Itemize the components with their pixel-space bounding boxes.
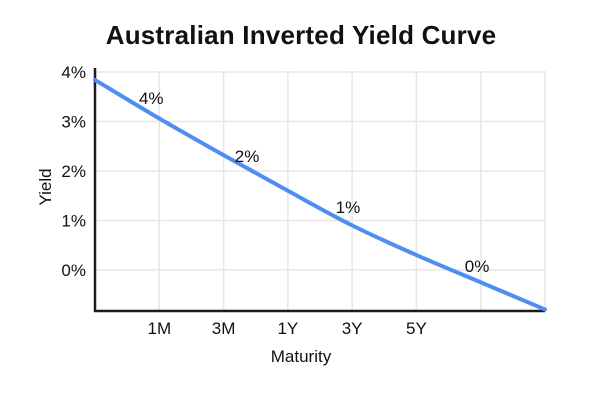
y-tick-label: 0% (61, 261, 86, 280)
yield-curve-line (93, 77, 547, 312)
y-tick-label: 1% (61, 211, 86, 230)
x-axis-title: Maturity (270, 347, 332, 366)
x-tick-label: 3M (212, 319, 236, 338)
curve-value-label: 0% (465, 257, 490, 276)
y-tick-label: 3% (61, 112, 86, 131)
x-tick-label: 1Y (277, 319, 298, 338)
y-tick-label: 4% (61, 63, 86, 82)
x-tick-label: 1M (147, 319, 171, 338)
x-tick-label: 5Y (406, 319, 427, 338)
chart-title: Australian Inverted Yield Curve (105, 20, 497, 50)
x-tick-label: 3Y (342, 319, 363, 338)
curve-value-label: 4% (139, 89, 164, 108)
curve-value-label: 2% (235, 147, 260, 166)
curve-value-label: 1% (336, 198, 361, 217)
y-tick-label: 2% (61, 162, 86, 181)
